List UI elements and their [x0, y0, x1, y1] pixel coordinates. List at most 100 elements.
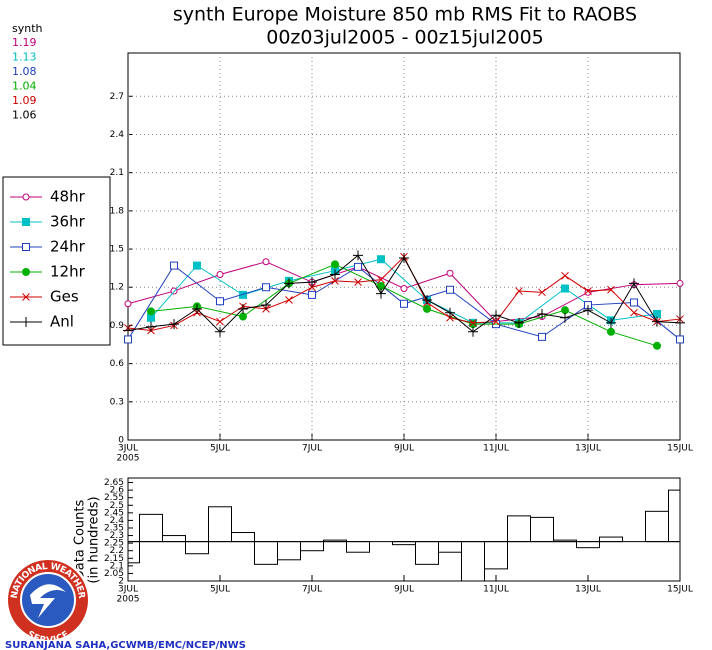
count-bar [599, 536, 623, 543]
data-point [353, 250, 363, 261]
data-point [399, 252, 409, 263]
data-point [561, 271, 569, 280]
count-bar [185, 541, 209, 555]
legend-marker [22, 293, 30, 301]
data-point [446, 285, 454, 294]
count-bar [576, 541, 600, 549]
data-point [285, 296, 293, 304]
legend-label: Ges [50, 288, 79, 306]
data-point [675, 317, 685, 328]
data-point [261, 300, 271, 311]
logo: NATIONAL WEATHER SERVICE [5, 557, 91, 646]
data-point [377, 275, 385, 284]
stat-value: 1.19 [12, 36, 37, 49]
data-point [239, 312, 247, 321]
x-tick-label: 5JUL [210, 585, 230, 595]
data-point [216, 271, 224, 279]
y-axis-label: Data Counts [73, 500, 88, 581]
x-tick-label: 13JUL [575, 585, 601, 595]
data-point [515, 287, 523, 295]
data-point [630, 308, 638, 317]
data-point [216, 317, 224, 326]
data-point [561, 284, 569, 293]
count-frame [127, 477, 681, 582]
y-tick-label: 2.4 [110, 516, 125, 526]
count-bar [254, 541, 278, 565]
count-bar [530, 516, 554, 543]
legend-marker [22, 218, 30, 226]
x-tick-label: 15JUL [667, 585, 693, 595]
data-point [560, 312, 570, 323]
data-point [446, 269, 454, 277]
y-tick-label: 2.05 [104, 569, 124, 579]
data-point [491, 310, 501, 321]
data-point [469, 320, 477, 329]
data-point [422, 294, 432, 305]
data-point [377, 281, 385, 290]
y-tick-label: 2.1 [110, 168, 124, 178]
data-point [445, 307, 455, 318]
data-point [653, 309, 661, 318]
data-point [330, 269, 340, 280]
y-tick-label: 0 [118, 436, 124, 446]
x-tick-label: 7JUL [302, 585, 322, 595]
data-point [354, 278, 362, 286]
data-point [606, 317, 616, 328]
legend-label: 12hr [50, 263, 86, 281]
credit: SURANJANA SAHA,GCWMB/EMC/NCEP/NWS [5, 640, 246, 650]
legend-label: Anl [50, 313, 74, 331]
data-point [629, 278, 639, 289]
y-tick-label: 2.25 [104, 539, 124, 549]
series-line [150, 263, 658, 347]
data-point [538, 332, 546, 341]
data-point [423, 304, 431, 313]
stats-label: synth [12, 22, 43, 35]
count-bar [277, 541, 301, 561]
count-bar [231, 532, 255, 543]
x-tick-label: 13JUL [575, 444, 601, 454]
legend-label: 36hr [50, 213, 86, 231]
data-point [124, 335, 132, 344]
y-tick-label: 0.3 [110, 397, 124, 407]
count-bar [484, 541, 508, 570]
data-point [469, 319, 477, 327]
data-point [676, 335, 684, 344]
data-point [193, 261, 201, 270]
y-tick-label: 2.45 [104, 508, 124, 518]
y-tick-label: 2.55 [104, 493, 124, 503]
y-tick-label: 1.2 [110, 283, 124, 293]
y-tick-label: 2.6 [110, 486, 125, 496]
data-point [377, 255, 385, 264]
data-point [514, 317, 524, 328]
logo-cloud [30, 584, 66, 618]
count-bar [438, 541, 462, 553]
data-point [216, 297, 224, 306]
data-point [170, 261, 178, 270]
data-point [607, 285, 615, 294]
count-bar [668, 489, 681, 543]
x-year-label: 2005 [117, 454, 140, 464]
count-bar [461, 541, 485, 582]
data-point [584, 287, 592, 295]
x-tick-label: 7JUL [302, 444, 322, 454]
data-point [147, 307, 155, 316]
legend-marker [21, 317, 31, 327]
data-point [238, 303, 248, 314]
count-bar [127, 541, 140, 564]
data-point [308, 283, 316, 292]
stat-value: 1.09 [12, 94, 37, 107]
data-point [262, 283, 270, 292]
x-tick-label: 3JUL [118, 444, 138, 454]
y-tick-label: 1.8 [110, 206, 125, 216]
data-point [146, 321, 156, 332]
data-point [653, 341, 661, 350]
y-tick-label: 2.15 [104, 554, 124, 564]
y-tick-label: 2.3 [110, 531, 124, 541]
data-point [652, 316, 662, 327]
count-bar [507, 515, 531, 543]
x-tick-label: 11JUL [483, 444, 509, 454]
x-tick-label: 3JUL [118, 585, 138, 595]
legend-box [2, 176, 111, 346]
data-point [307, 277, 317, 288]
